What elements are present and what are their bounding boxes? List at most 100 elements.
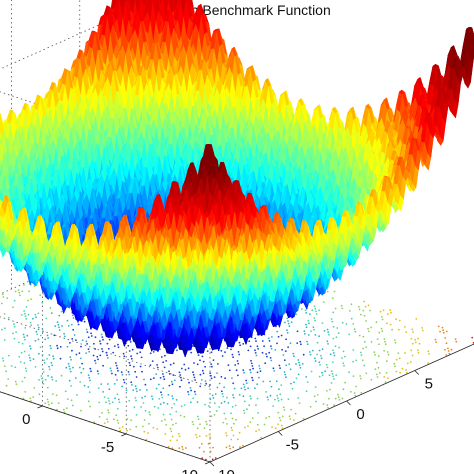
contour-point — [225, 434, 228, 437]
contour-point — [445, 330, 448, 333]
contour-point — [242, 343, 245, 345]
contour-point — [200, 443, 203, 445]
contour-point — [135, 399, 137, 402]
contour-point — [414, 341, 417, 344]
contour-point — [39, 294, 42, 296]
contour-point — [48, 368, 51, 371]
contour-point — [66, 345, 69, 348]
contour-point — [341, 307, 344, 310]
contour-point — [305, 376, 308, 378]
contour-point — [437, 325, 440, 328]
contour-point — [118, 427, 121, 430]
contour-point — [107, 409, 109, 411]
contour-point — [127, 344, 130, 347]
contour-point — [164, 418, 166, 421]
contour-point — [117, 398, 120, 401]
contour-point — [270, 385, 273, 388]
contour-point — [223, 412, 226, 415]
contour-point — [250, 359, 252, 362]
contour-point — [243, 400, 246, 403]
contour-point — [269, 394, 272, 397]
contour-point — [176, 349, 178, 352]
contour-point — [129, 364, 132, 367]
contour-point — [333, 290, 336, 293]
contour-point — [355, 385, 358, 388]
contour-point — [326, 404, 329, 407]
contour-point — [162, 361, 165, 364]
contour-point — [163, 378, 166, 381]
contour-point — [52, 393, 54, 395]
contour-point — [381, 330, 384, 333]
contour-point — [100, 383, 103, 385]
contour-point — [331, 320, 334, 323]
contour-point — [295, 313, 298, 316]
contour-point — [56, 344, 58, 347]
contour-point — [307, 319, 310, 322]
contour-point — [353, 392, 356, 394]
contour-point — [386, 322, 388, 325]
contour-point — [305, 326, 308, 329]
contour-point — [68, 365, 71, 368]
contour-point — [447, 347, 449, 350]
contour-point — [106, 342, 109, 345]
contour-point — [108, 388, 111, 391]
contour-point — [358, 305, 360, 308]
contour-point — [93, 421, 96, 423]
contour-point — [244, 388, 247, 391]
contour-point — [30, 400, 32, 402]
contour-point — [112, 418, 115, 421]
contour-point — [86, 343, 88, 345]
contour-point — [3, 339, 6, 341]
contour-point — [70, 323, 73, 326]
contour-point — [194, 393, 197, 396]
contour-point — [106, 354, 108, 357]
contour-point — [37, 312, 40, 315]
contour-point — [259, 367, 261, 370]
contour-point — [303, 330, 306, 333]
contour-point — [214, 393, 217, 395]
contour-point — [67, 362, 70, 365]
contour-point — [314, 386, 317, 388]
contour-point — [217, 363, 219, 365]
contour-point — [318, 361, 321, 364]
contour-point — [178, 447, 181, 449]
contour-point — [20, 314, 23, 316]
contour-point — [96, 370, 99, 372]
contour-point — [232, 394, 234, 396]
contour-point — [324, 370, 326, 373]
contour-point — [187, 367, 190, 370]
contour-point — [47, 401, 50, 403]
contour-point — [330, 382, 333, 384]
contour-point — [221, 355, 224, 357]
contour-point — [171, 447, 174, 450]
contour-point — [37, 324, 39, 326]
contour-point — [386, 351, 389, 353]
contour-point — [15, 331, 17, 333]
contour-point — [281, 415, 284, 418]
contour-point — [50, 347, 52, 350]
contour-point — [204, 380, 207, 382]
contour-point — [370, 326, 372, 329]
contour-point — [166, 403, 169, 405]
contour-point — [94, 362, 97, 365]
contour-point — [353, 328, 356, 330]
contour-point — [39, 346, 42, 349]
contour-point — [157, 407, 160, 409]
contour-point — [128, 399, 131, 402]
contour-point — [333, 404, 335, 406]
contour-point — [395, 370, 398, 373]
contour-point — [23, 350, 26, 353]
contour-point — [387, 377, 389, 379]
contour-point — [245, 382, 248, 384]
contour-point — [287, 398, 290, 401]
contour-point — [442, 331, 445, 334]
contour-point — [270, 347, 273, 350]
contour-point — [59, 346, 62, 348]
contour-point — [22, 397, 25, 400]
contour-point — [322, 301, 325, 303]
contour-point — [44, 378, 47, 381]
contour-point — [80, 409, 82, 412]
contour-point — [227, 402, 230, 404]
contour-point — [226, 347, 229, 349]
contour-point — [434, 338, 437, 341]
